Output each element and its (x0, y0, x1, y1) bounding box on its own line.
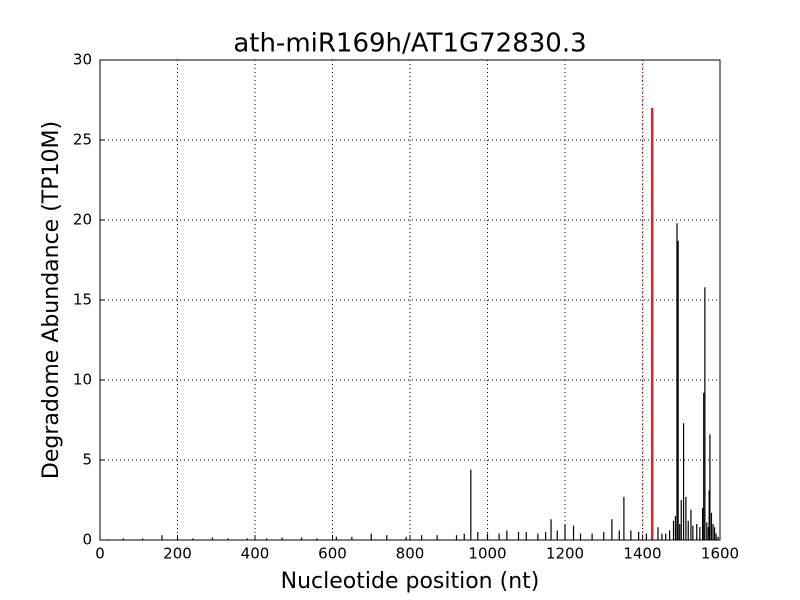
x-tick-label: 400 (241, 545, 270, 563)
y-tick-label: 5 (82, 451, 92, 469)
y-tick-label: 15 (73, 291, 92, 309)
y-tick-label: 0 (82, 531, 92, 549)
x-axis-label: Nucleotide position (nt) (281, 569, 540, 594)
x-tick-label: 0 (95, 545, 105, 563)
y-tick-label: 30 (73, 51, 92, 69)
chart-title: ath-miR169h/AT1G72830.3 (233, 29, 586, 59)
y-tick-label: 10 (73, 371, 92, 389)
x-tick-label: 1000 (468, 545, 506, 563)
y-axis-label: Degradome Abundance (TP10M) (39, 121, 64, 479)
x-tick-label: 200 (163, 545, 192, 563)
plot-frame (99, 59, 721, 541)
y-tick-label: 25 (73, 131, 92, 149)
y-tick-label: 20 (73, 211, 92, 229)
x-tick-label: 600 (318, 545, 347, 563)
x-tick-label: 800 (396, 545, 425, 563)
x-tick-label: 1400 (623, 545, 661, 563)
x-tick-label: 1600 (701, 545, 739, 563)
x-tick-label: 1200 (546, 545, 584, 563)
